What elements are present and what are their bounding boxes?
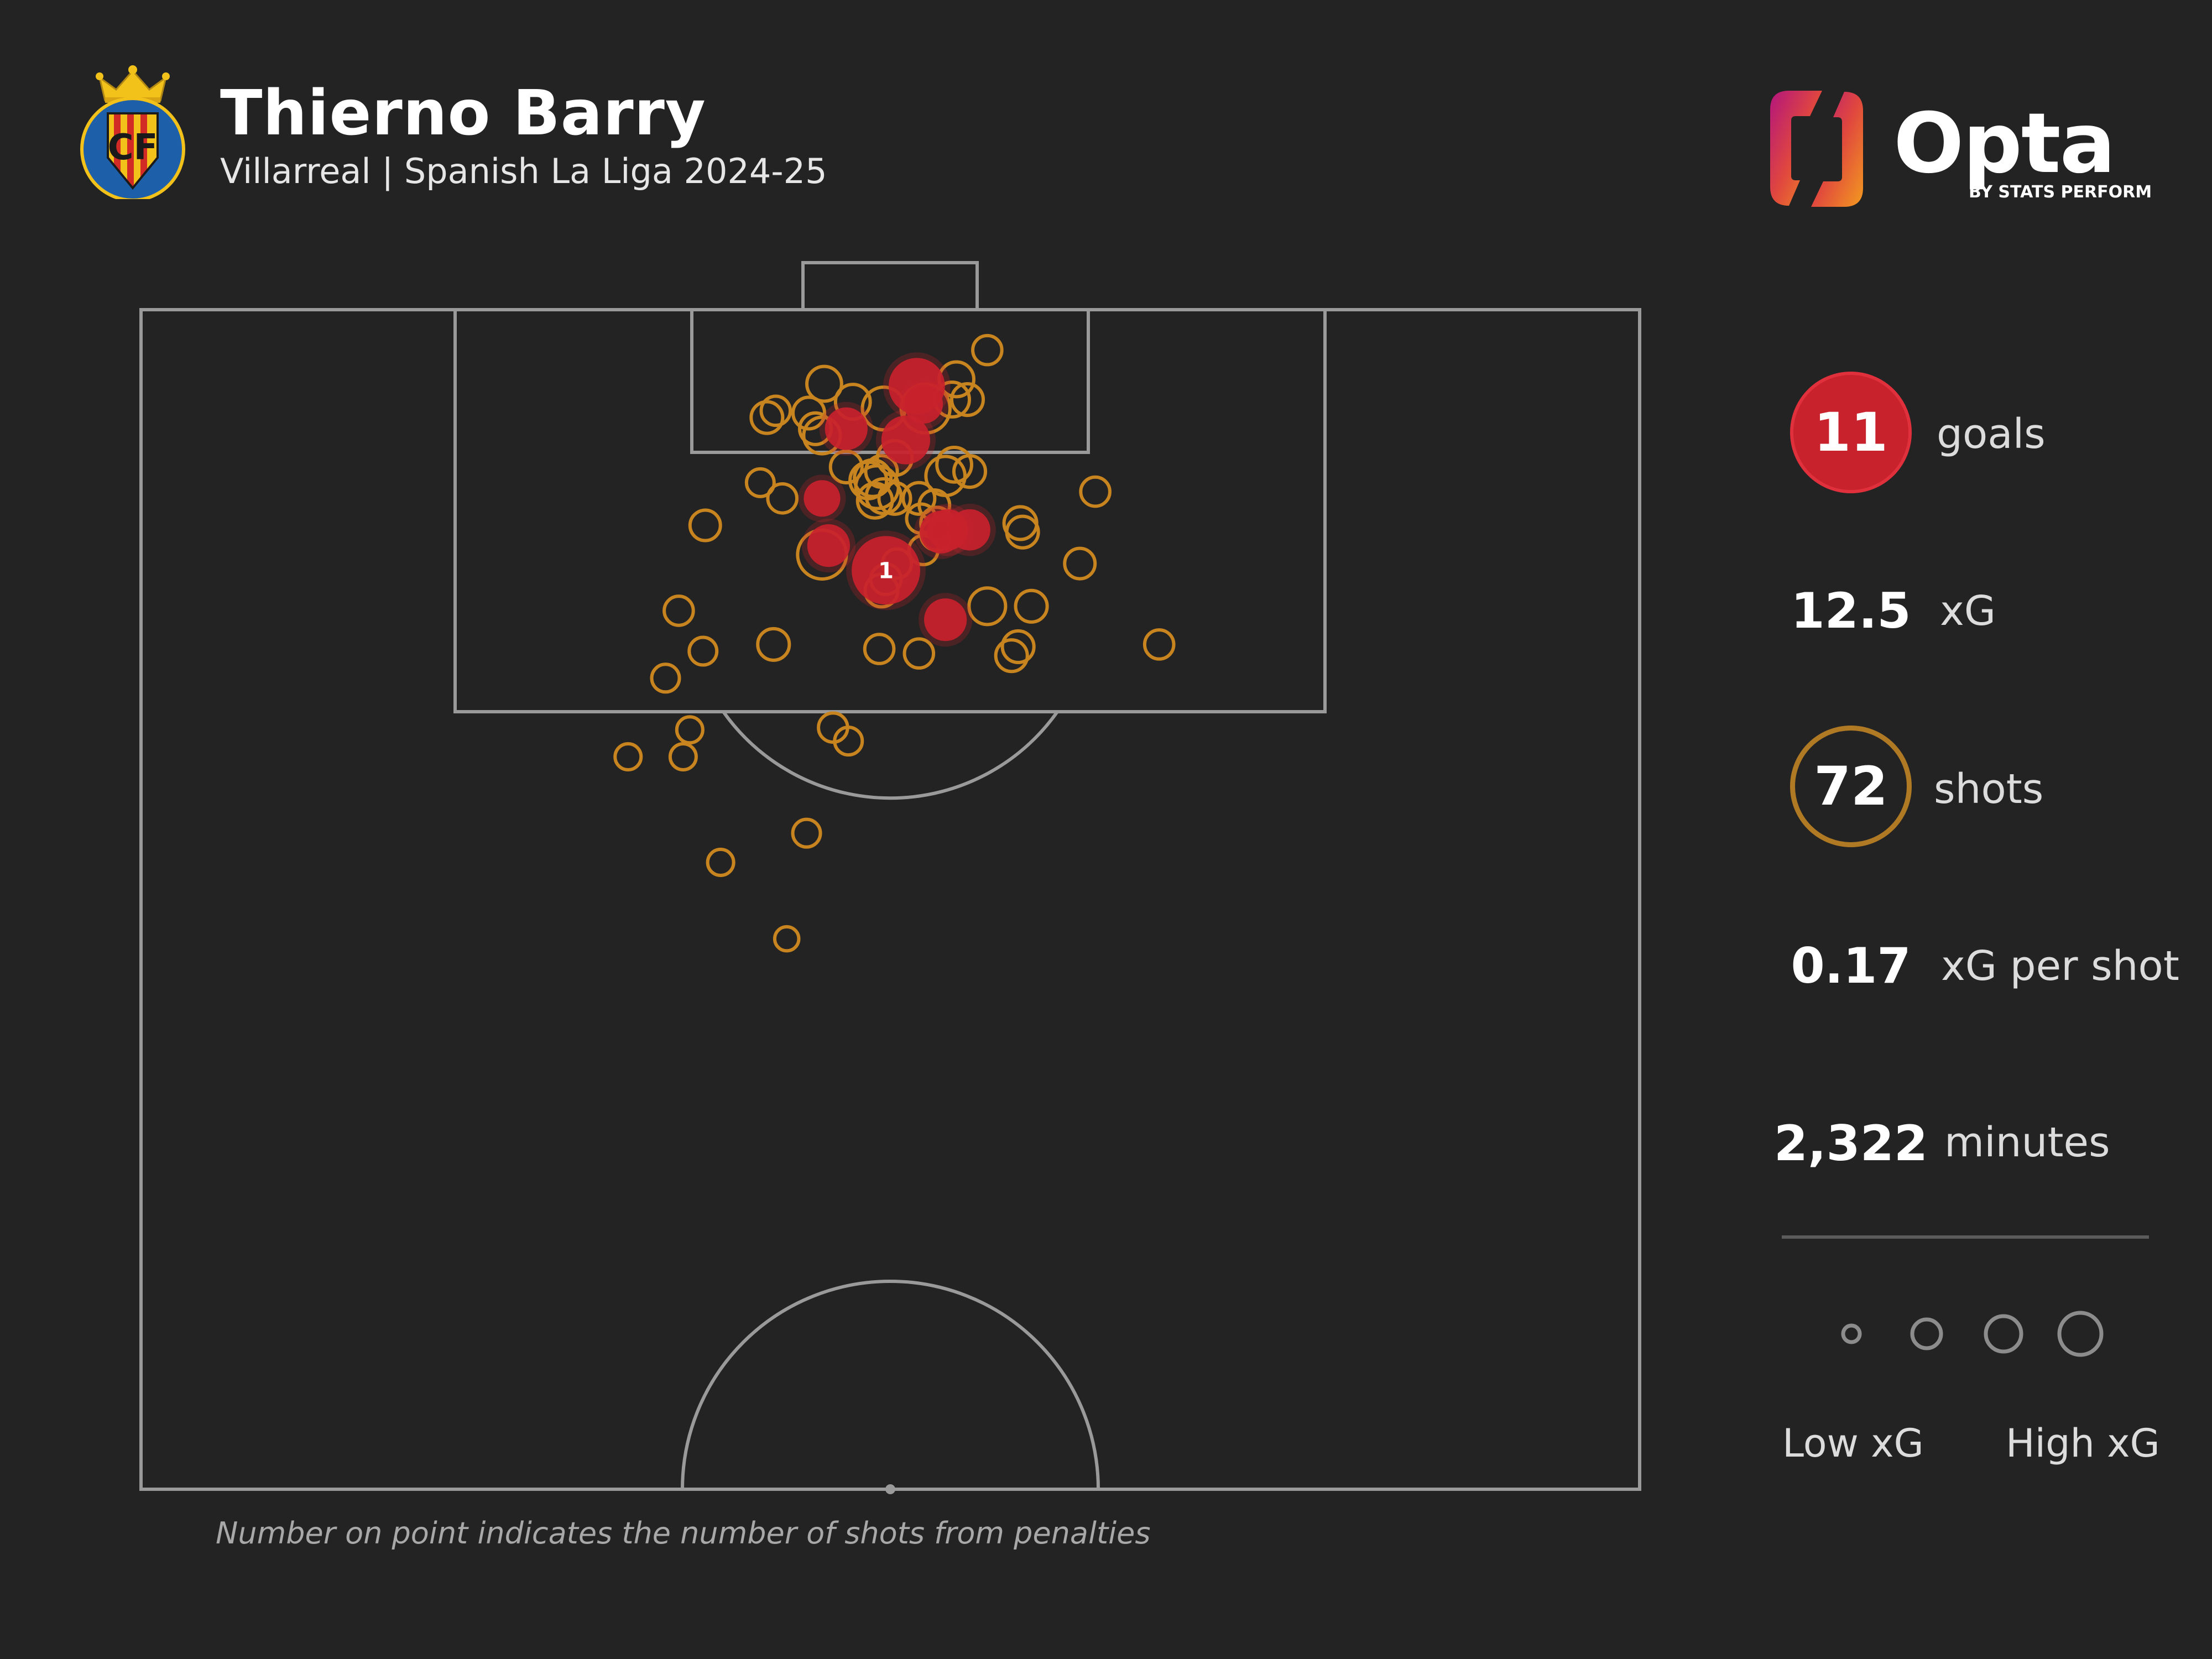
opta-sub-wordmark: BY STATS PERFORM (1969, 182, 2152, 202)
team-competition-subtitle: Villarreal | Spanish La Liga 2024-25 (220, 151, 827, 191)
goal-point (807, 524, 851, 567)
shot-point (613, 742, 643, 772)
legend-circle-mid-low (1910, 1317, 1943, 1350)
goal-point (852, 536, 920, 605)
goal-point (825, 407, 868, 450)
minutes-stat-label: minutes (1944, 1119, 2110, 1166)
shot-point (756, 627, 791, 662)
shot-point (967, 586, 1008, 627)
legend-circle-low (1841, 1323, 1862, 1344)
shot-point (688, 508, 722, 542)
shot-point (766, 482, 799, 515)
penalty-count-label: 1 (878, 558, 894, 583)
shot-point (791, 395, 827, 431)
shots-stat-bubble: 72 (1790, 726, 1912, 847)
shot-point (863, 633, 896, 665)
goal-point (904, 384, 943, 424)
shot-point (971, 333, 1004, 367)
goals-stat-label: goals (1937, 410, 2046, 458)
centre-circle-arc (681, 1280, 1100, 1490)
shot-point (901, 481, 937, 516)
villarreal-crest-icon: CF (80, 65, 185, 199)
shot-point (1142, 628, 1176, 661)
shot-point (1079, 475, 1112, 508)
shot-point (950, 382, 985, 418)
legend-high-xg-label: High xG (2006, 1421, 2160, 1466)
legend-divider (1782, 1235, 2149, 1239)
shot-point (855, 481, 894, 520)
shot-point (675, 715, 705, 745)
goal-point (881, 415, 931, 465)
shot-point (791, 817, 822, 849)
shot-point (662, 594, 695, 627)
shot-point (706, 847, 735, 877)
shot-point (687, 635, 719, 667)
shot-point (902, 637, 936, 670)
shots-stat-label: shots (1934, 765, 2044, 813)
goal-point (924, 598, 967, 641)
goal-point (949, 509, 990, 551)
xg-stat-value: 12.5 (1791, 582, 1911, 639)
goals-layer: 1 (798, 352, 996, 647)
shot-point (759, 394, 792, 427)
shot-point (864, 477, 903, 515)
crest-letters: CF (108, 127, 158, 168)
shot-point (952, 453, 988, 489)
legend-low-xg-label: Low xG (1782, 1421, 1924, 1466)
shot-point (650, 662, 681, 694)
shot-point (828, 449, 864, 484)
goal-frame (801, 261, 979, 311)
shot-point (744, 467, 776, 498)
shot-point (668, 742, 698, 772)
player-name-title: Thierno Barry (220, 77, 706, 149)
shot-point (1014, 588, 1049, 624)
shot-point (833, 726, 864, 757)
legend-circle-mid-high (1984, 1314, 2023, 1354)
shot-point (1000, 629, 1036, 664)
minutes-stat-value: 2,322 (1773, 1115, 1928, 1172)
goals-stat-bubble: 11 (1790, 372, 1912, 493)
xg-per-shot-stat-label: xG per shot (1941, 942, 2179, 990)
shot-point (749, 400, 785, 435)
shot-point (935, 445, 973, 484)
xg-stat-label: xG (1940, 587, 1996, 635)
shot-point (1063, 546, 1097, 581)
shot-point (994, 638, 1029, 674)
shot-point (1005, 514, 1040, 550)
legend-circle-high (2057, 1311, 2104, 1357)
shot-point (773, 925, 801, 953)
penalty-arc (722, 711, 1059, 800)
opta-wordmark: Opta (1893, 96, 2116, 192)
xg-per-shot-stat-value: 0.17 (1791, 937, 1911, 994)
centre-spot (885, 1484, 895, 1494)
shot-point (805, 364, 843, 403)
shot-point (864, 453, 899, 489)
xg-size-legend (1841, 1311, 2104, 1357)
goal-point (804, 480, 841, 517)
opta-logo-icon (1770, 91, 1863, 207)
penalty-footnote: Number on point indicates the number of … (216, 1516, 1151, 1551)
